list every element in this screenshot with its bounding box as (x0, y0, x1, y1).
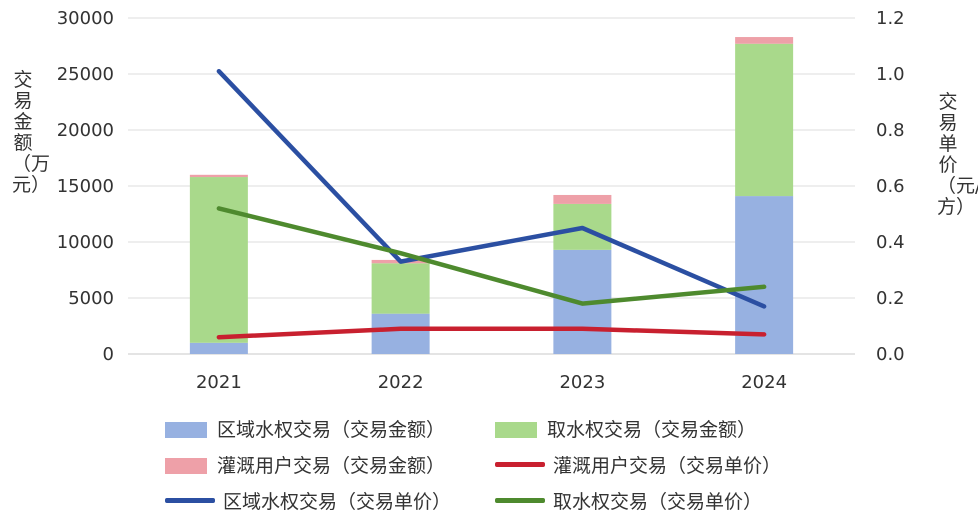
left-tick-label: 0 (103, 344, 114, 365)
right-tick-label: 1.2 (876, 8, 905, 29)
legend-swatch (165, 498, 215, 503)
legend-label: 灌溉用户交易（交易金额） (217, 455, 446, 477)
bar-segment-withdrawal (189, 177, 248, 343)
legend-swatch (495, 422, 537, 438)
legend-item-withdrawal-price: 取水权交易（交易单价） (495, 490, 762, 514)
legend-item-regional-amount: 区域水权交易（交易金额） (165, 418, 445, 442)
legend-swatch (165, 422, 207, 438)
legend-item-irrigation-amount: 灌溉用户交易（交易金额） (165, 454, 445, 478)
bar-segment-irrigation (735, 37, 794, 44)
x-axis-ticks: 2021 2022 2023 2024 (196, 372, 787, 393)
combo-chart: 0 5000 10000 15000 20000 25000 30000 0.0 0.2 0.4… (57, 8, 905, 393)
legend-swatch (495, 498, 545, 503)
right-tick-label: 0.8 (876, 120, 905, 141)
legend-label: 区域水权交易（交易单价） (223, 491, 452, 513)
right-tick-label: 0.6 (876, 176, 905, 197)
left-axis-label: 交易金额（万元） (12, 69, 51, 196)
legend-swatch (165, 458, 207, 474)
bar-segment-regional (189, 342, 248, 354)
bar-segment-withdrawal (735, 43, 794, 197)
bar-segment-regional (371, 313, 430, 354)
bar-segment-withdrawal (371, 263, 430, 314)
gridlines (128, 17, 855, 355)
left-tick-label: 30000 (57, 8, 114, 29)
left-tick-label: 25000 (57, 64, 114, 85)
right-tick-label: 0.2 (876, 288, 905, 309)
legend-label: 取水权交易（交易金额） (547, 419, 757, 441)
legend-swatch (495, 462, 545, 467)
right-axis-label: 交易单价（元/方） (937, 91, 978, 218)
legend-label: 区域水权交易（交易金额） (217, 419, 446, 441)
right-tick-label: 0.4 (876, 232, 905, 253)
regional-price-line (216, 68, 767, 309)
x-tick-label: 2023 (559, 372, 605, 393)
irrigation-price-line (216, 326, 767, 340)
x-tick-label: 2021 (196, 372, 242, 393)
right-tick-label: 1.0 (876, 64, 905, 85)
left-axis-ticks: 0 5000 10000 15000 20000 25000 30000 (57, 8, 114, 365)
x-tick-label: 2024 (741, 372, 787, 393)
withdrawal-price-line (216, 206, 767, 306)
bar-segment-irrigation (553, 194, 612, 204)
legend-item-regional-price: 区域水权交易（交易单价） (165, 490, 451, 514)
right-tick-label: 0.0 (876, 344, 905, 365)
stacked-bars (189, 37, 794, 354)
left-tick-label: 5000 (68, 288, 114, 309)
legend-item-withdrawal-amount: 取水权交易（交易金额） (495, 418, 756, 442)
right-axis-ticks: 0.0 0.2 0.4 0.6 0.8 1.0 1.2 (876, 8, 905, 365)
left-tick-label: 15000 (57, 176, 114, 197)
legend-item-irrigation-price: 灌溉用户交易（交易单价） (495, 454, 781, 478)
left-tick-label: 10000 (57, 232, 114, 253)
bar-segment-regional (735, 196, 794, 354)
legend-label: 灌溉用户交易（交易单价） (553, 455, 782, 477)
x-tick-label: 2022 (378, 372, 424, 393)
bar-segment-irrigation (189, 174, 248, 178)
left-tick-label: 20000 (57, 120, 114, 141)
price-lines (216, 68, 767, 340)
legend-label: 取水权交易（交易单价） (553, 491, 763, 513)
